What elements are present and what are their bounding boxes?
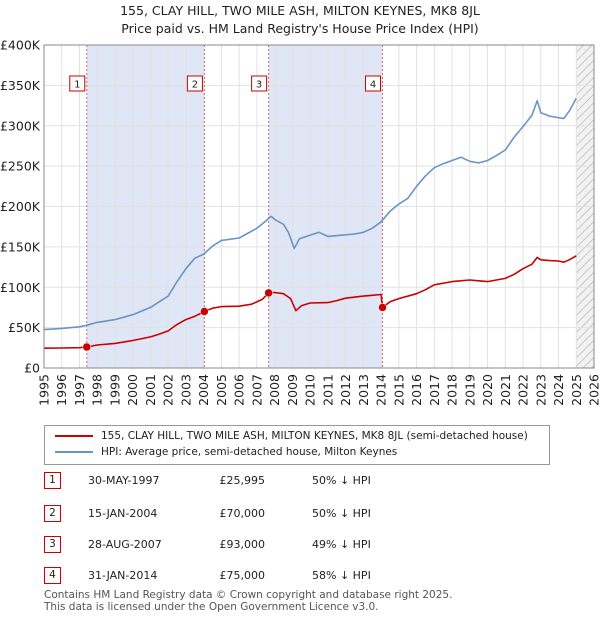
- chart-title: 155, CLAY HILL, TWO MILE ASH, MILTON KEY…: [120, 3, 480, 18]
- x-tick-label: 2021: [498, 374, 513, 406]
- sale-badge-box: [365, 75, 382, 92]
- legend-item-hpi: HPI: Average price, semi-detached house,…: [55, 446, 397, 458]
- y-tick-label: £200K: [0, 199, 41, 214]
- x-tick-label: 2006: [232, 374, 247, 406]
- sale-badge: 4: [44, 567, 61, 584]
- x-tick-label: 1998: [90, 374, 105, 406]
- x-tick-label: 2007: [249, 374, 264, 406]
- legend-label-hpi: HPI: Average price, semi-detached house,…: [101, 446, 398, 458]
- x-tick-label: 2016: [409, 374, 424, 406]
- sale-row: 1 30-MAY-1997 £25,995 50% ↓ HPI: [0, 470, 600, 492]
- sale-point: [378, 303, 387, 312]
- x-tick-label: 2014: [374, 374, 389, 406]
- x-tick-label: 1999: [107, 374, 122, 406]
- sale-hpi: 50% ↓ HPI: [312, 474, 371, 487]
- x-tick-label: 1997: [72, 374, 87, 406]
- x-tick-label: 2011: [320, 374, 335, 406]
- price-chart: 1 2 3 4 £0 £50K £100K £150K £200K £250K £300K £350…: [0, 38, 600, 406]
- y-tick-label: £350K: [0, 78, 41, 93]
- sale-date: 31-JAN-2014: [88, 569, 158, 582]
- property-price-line: [43, 255, 577, 349]
- y-tick-label: £250K: [0, 159, 41, 174]
- sale-date: 30-MAY-1997: [88, 474, 160, 487]
- sale-badge-number: 1: [74, 80, 80, 91]
- x-tick-label: 2024: [551, 374, 566, 406]
- sale-badge: 3: [44, 536, 61, 553]
- sale-point: [200, 307, 209, 316]
- x-tick-label: 2022: [516, 374, 531, 406]
- sale-price: £93,000: [219, 538, 266, 551]
- legend: 155, CLAY HILL, TWO MILE ASH, MILTON KEY…: [44, 425, 550, 465]
- x-tick-label: 2018: [445, 374, 460, 406]
- sale-badge-number: 4: [370, 80, 376, 91]
- sale-row: 3 28-AUG-2007 £93,000 49% ↓ HPI: [0, 534, 600, 556]
- chart-subtitle: Price paid vs. HM Land Registry's House …: [121, 21, 479, 36]
- x-tick-label: 2017: [427, 374, 442, 406]
- sale-point: [82, 342, 92, 352]
- x-tick-label: 2004: [196, 374, 211, 406]
- x-tick-label: 2019: [462, 374, 477, 406]
- sale-point: [264, 288, 273, 298]
- hpi-line: [43, 97, 578, 331]
- legend-label-property: 155, CLAY HILL, TWO MILE ASH, MILTON KEY…: [101, 430, 528, 442]
- x-tick-label: 2015: [391, 374, 406, 406]
- x-tick-label: 1995: [37, 374, 52, 406]
- y-tick-label: £0: [24, 361, 40, 376]
- legend-swatch-property: [55, 435, 93, 437]
- x-tick-label: 1996: [54, 374, 69, 406]
- x-tick-label: 2012: [338, 374, 353, 406]
- x-tick-label: 2020: [480, 374, 495, 406]
- y-tick-label: £100K: [0, 280, 41, 295]
- y-tick-label: £300K: [0, 118, 41, 133]
- x-tick-label: 2001: [143, 374, 158, 406]
- x-tick-label: 2010: [303, 374, 318, 406]
- sale-badge-number: 2: [192, 80, 198, 91]
- plot-frame: [43, 44, 595, 369]
- x-tick-label: 2026: [587, 374, 600, 406]
- x-tick-label: 2002: [161, 374, 176, 406]
- x-tick-label: 2009: [285, 374, 300, 406]
- sale-badge-box: [186, 75, 203, 92]
- footer-licence: This data is licensed under the Open Gov…: [44, 601, 379, 613]
- x-tick-label: 2005: [214, 374, 229, 406]
- y-tick-label: £400K: [0, 38, 41, 53]
- x-tick-label: 2023: [533, 374, 548, 406]
- sale-badge: 2: [44, 505, 61, 522]
- sale-date: 15-JAN-2004: [88, 507, 158, 520]
- x-tick-label: 2025: [569, 374, 584, 406]
- footer-copyright: Contains HM Land Registry data © Crown c…: [44, 589, 453, 601]
- x-tick-label: 2000: [125, 374, 140, 406]
- sale-badge-number: 3: [256, 80, 262, 91]
- sale-price: £75,000: [219, 569, 266, 582]
- sale-price: £70,000: [219, 507, 266, 520]
- legend-item-property: 155, CLAY HILL, TWO MILE ASH, MILTON KEY…: [55, 430, 528, 442]
- y-tick-label: £50K: [8, 320, 41, 335]
- x-tick-label: 2003: [178, 374, 193, 406]
- x-tick-label: 2013: [356, 374, 371, 406]
- sale-badge: 1: [44, 472, 61, 489]
- sale-row: 4 31-JAN-2014 £75,000 58% ↓ HPI: [0, 565, 600, 587]
- y-tick-label: £150K: [0, 239, 41, 254]
- sale-hpi: 50% ↓ HPI: [312, 507, 371, 520]
- sale-hpi: 58% ↓ HPI: [312, 569, 371, 582]
- sale-row: 2 15-JAN-2004 £70,000 50% ↓ HPI: [0, 503, 600, 525]
- sale-date: 28-AUG-2007: [88, 538, 162, 551]
- sale-price: £25,995: [219, 474, 266, 487]
- x-tick-label: 2008: [267, 374, 282, 406]
- sale-hpi: 49% ↓ HPI: [312, 538, 371, 551]
- sale-badge-box: [251, 75, 268, 92]
- sale-badge-box: [69, 75, 86, 92]
- legend-swatch-hpi: [55, 451, 93, 453]
